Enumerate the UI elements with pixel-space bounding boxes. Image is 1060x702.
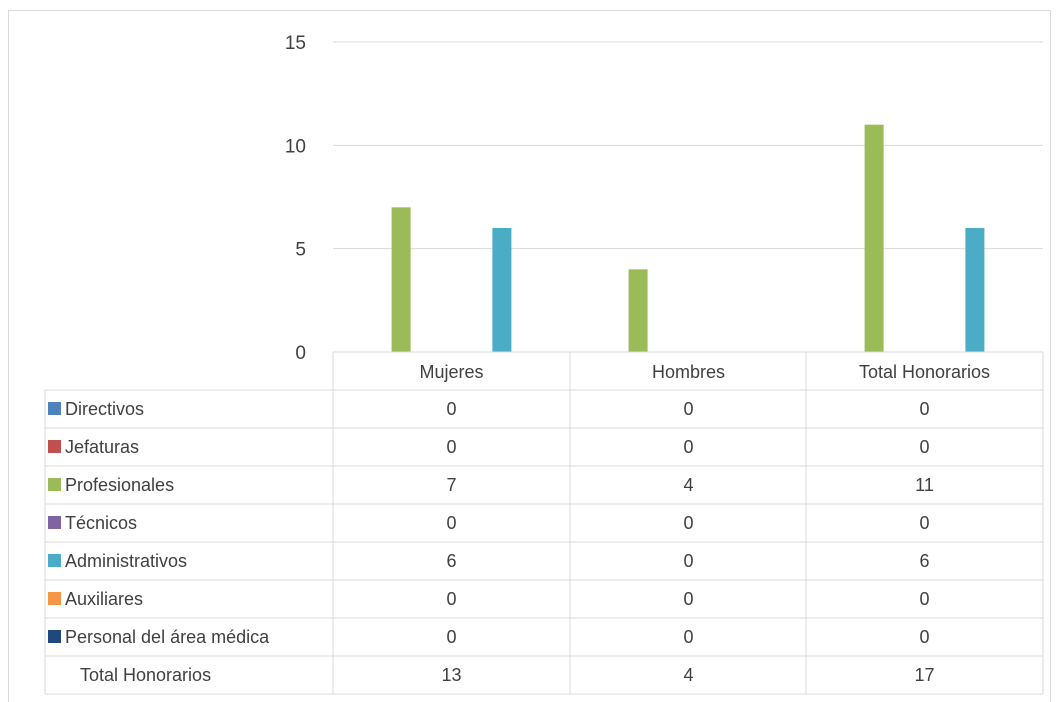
data-value: 0 (446, 399, 456, 419)
bar-administrativos-0 (492, 228, 512, 352)
data-value: 0 (683, 551, 693, 571)
legend-key (48, 516, 61, 529)
category-label: Total Honorarios (859, 362, 990, 382)
data-value: 0 (919, 437, 929, 457)
data-value: 0 (683, 437, 693, 457)
legend-key (48, 478, 61, 491)
data-value: 0 (919, 589, 929, 609)
data-value: 11 (915, 475, 934, 495)
bar-profesionales-1 (628, 269, 648, 352)
legend-key (48, 402, 61, 415)
total-value: 13 (441, 665, 461, 685)
totals-label: Total Honorarios (80, 665, 211, 685)
data-value: 0 (446, 437, 456, 457)
data-value: 0 (683, 589, 693, 609)
legend-key (48, 440, 61, 453)
y-tick-label: 0 (295, 343, 306, 364)
bar-administrativos-2 (965, 228, 985, 352)
legend-key (48, 592, 61, 605)
bar-profesionales-0 (391, 207, 411, 352)
series-label: Personal del área médica (65, 627, 270, 647)
data-value: 4 (683, 475, 693, 495)
data-value: 0 (446, 513, 456, 533)
y-tick-label: 10 (285, 136, 306, 157)
series-label: Jefaturas (65, 437, 139, 457)
total-value: 17 (914, 665, 934, 685)
bar-profesionales-2 (864, 124, 884, 353)
series-label: Auxiliares (65, 589, 143, 609)
series-label: Directivos (65, 399, 144, 419)
category-label: Hombres (652, 362, 725, 382)
data-value: 6 (919, 551, 929, 571)
data-value: 7 (446, 475, 456, 495)
series-label: Técnicos (65, 513, 137, 533)
data-value: 6 (446, 551, 456, 571)
data-value: 0 (446, 589, 456, 609)
total-value: 4 (683, 665, 693, 685)
y-tick-label: 15 (285, 33, 306, 54)
data-value: 0 (683, 627, 693, 647)
category-label: Mujeres (419, 362, 483, 382)
series-label: Profesionales (65, 475, 174, 495)
legend-key (48, 630, 61, 643)
data-value: 0 (683, 399, 693, 419)
y-tick-label: 5 (295, 240, 306, 261)
data-value: 0 (683, 513, 693, 533)
series-label: Administrativos (65, 551, 187, 571)
data-value: 0 (919, 399, 929, 419)
legend-key (48, 554, 61, 567)
chart-frame (8, 10, 1051, 702)
data-value: 0 (919, 513, 929, 533)
data-value: 0 (446, 627, 456, 647)
data-value: 0 (919, 627, 929, 647)
